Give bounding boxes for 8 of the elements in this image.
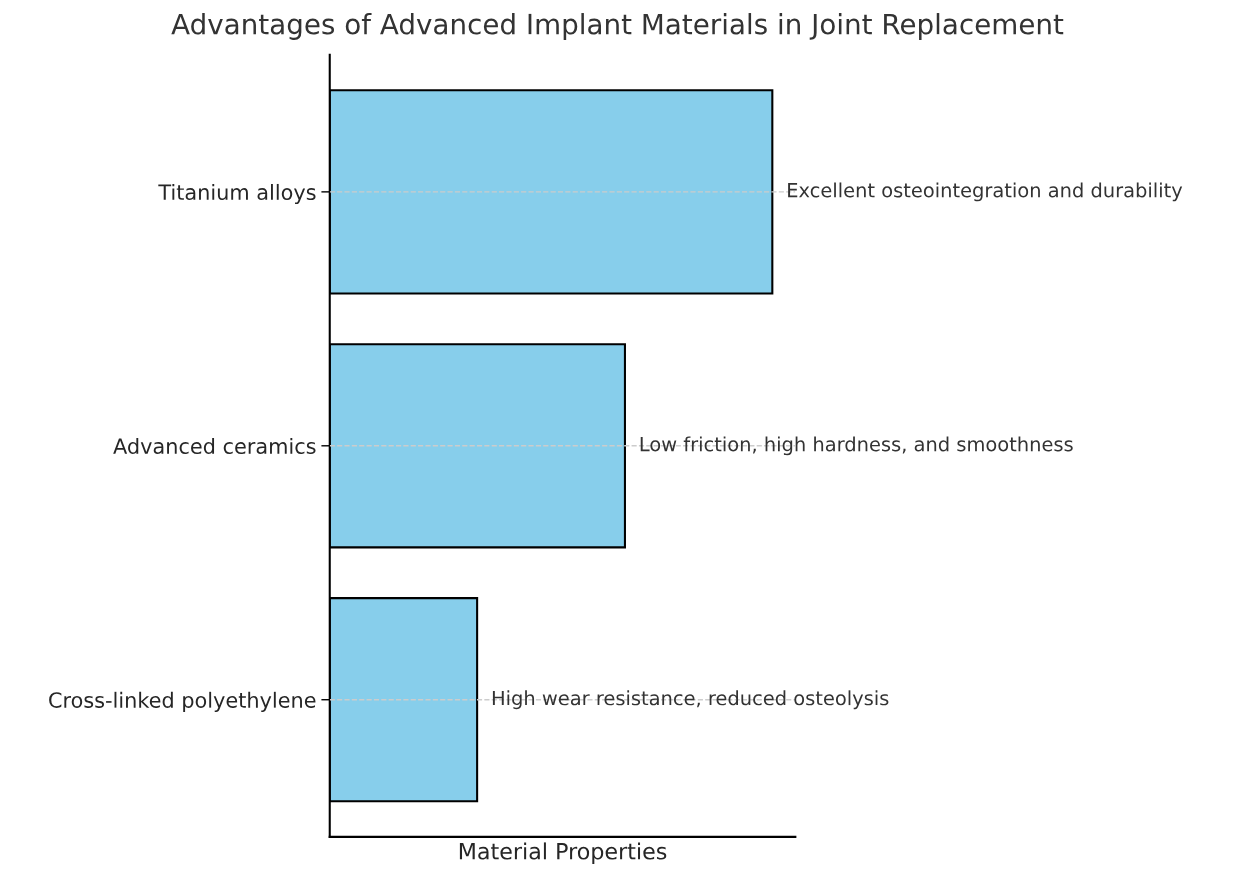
- annotation: Excellent osteointegration and durability: [788, 182, 1183, 202]
- y-tick-label: Advanced ceramics: [113, 437, 316, 455]
- y-tick-label: Titanium alloys: [158, 183, 316, 205]
- y-tick-label: Cross-linked polyethylene: [49, 691, 316, 712]
- annotation: Low friction, high hardness, and smoothness: [640, 436, 1073, 456]
- chart-title: Advantages of Advanced Implant Materials in Joint Replacement: [171, 13, 1064, 40]
- annotation: High wear resistance, reduced osteolysis: [492, 690, 889, 710]
- x-axis-title: Material Properties: [459, 842, 667, 864]
